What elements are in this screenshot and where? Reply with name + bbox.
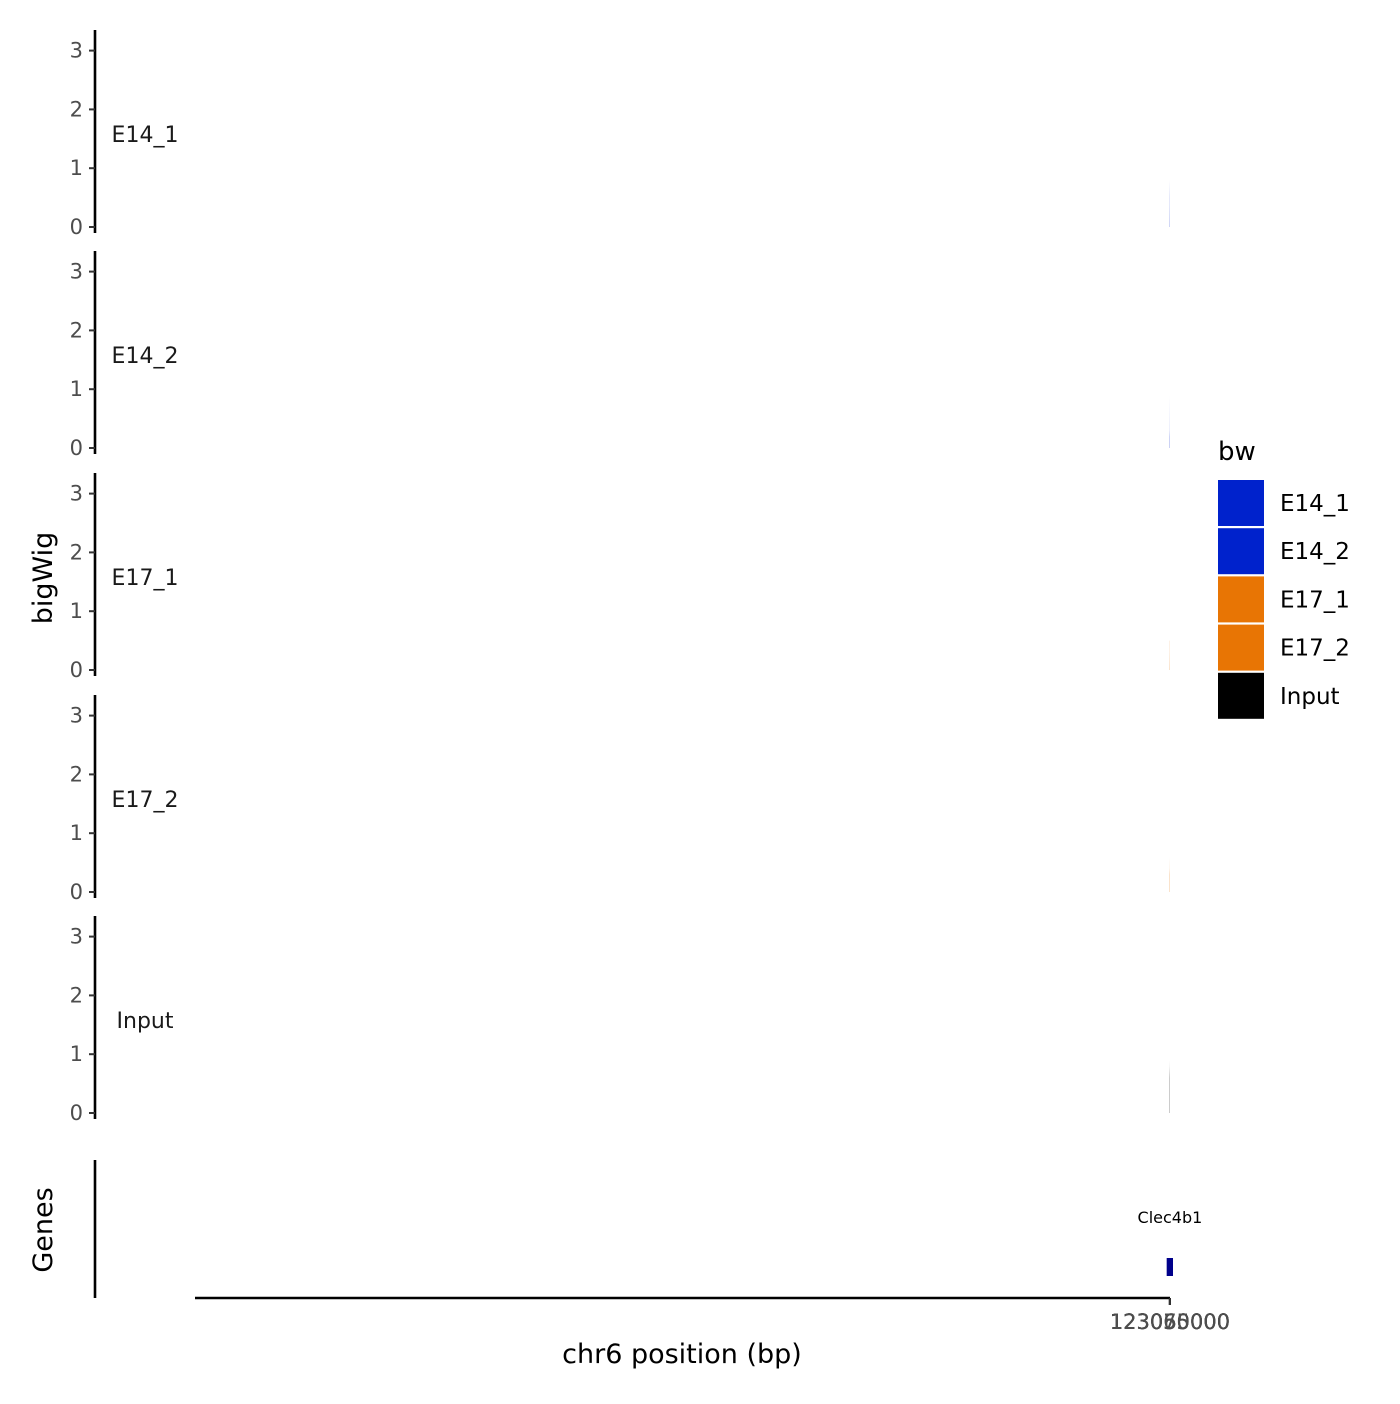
track-e17-2: 0 1 2 3 E17_2 [70,695,1170,904]
legend-title: bw [1218,437,1256,467]
y-tick-label: 0 [70,436,83,460]
y-tick-label: 1 [70,377,83,401]
gene-track: Clec4b1 [95,1160,1202,1298]
legend-label: E14_1 [1280,491,1350,517]
x-axis: 1230500001230550001230600001230650001230… [195,1298,1230,1334]
legend-swatch [1218,673,1264,719]
legend-swatch [1218,576,1264,622]
legend-label: E17_1 [1280,587,1350,613]
y-tick-label: 2 [70,97,83,121]
x-axis-title: chr6 position (bp) [562,1339,802,1370]
y-tick-label: 2 [70,762,83,786]
y-tick-label: 1 [70,821,83,845]
track-label: E17_2 [112,788,179,813]
legend-label: E17_2 [1280,636,1350,662]
gene-clec4b1: Clec4b1 [1138,1208,1203,1276]
y-axis-title-bigwig: bigWig [28,532,59,625]
y-tick-label: 2 [70,318,83,342]
track-e14-2: 0 1 2 3 E14_2 [70,251,1170,460]
y-tick-label: 1 [70,1042,83,1066]
y-tick-label: 0 [70,215,83,239]
track-e17-1: 0 1 2 3 E17_1 [70,473,1170,682]
track-label: Input [117,1009,174,1034]
legend-swatch [1218,625,1264,671]
track-label: E14_1 [112,123,179,148]
y-tick-label: 3 [70,704,83,728]
track-e14-1: 0 1 2 3 E14_1 [70,30,1170,239]
y-tick-label: 3 [70,925,83,949]
track-input: 0 1 2 3 Input [70,916,1170,1125]
legend-label: E14_2 [1280,539,1350,565]
track-label: E14_2 [112,344,179,369]
y-tick-label: 1 [70,156,83,180]
y-tick-label: 1 [70,599,83,623]
y-tick-label: 0 [70,658,83,682]
legend-swatch [1218,528,1264,574]
exon [1167,1258,1173,1276]
y-tick-label: 2 [70,540,83,564]
x-tick-label: 123070000 [1110,1310,1230,1334]
y-tick-label: 3 [70,39,83,63]
y-tick-label: 3 [70,482,83,506]
y-tick-label: 0 [70,1101,83,1125]
legend-label: Input [1280,684,1340,710]
gene-label: Clec4b1 [1138,1208,1203,1227]
track-label: E17_1 [112,566,179,591]
legend-swatch [1218,480,1264,526]
y-tick-label: 3 [70,260,83,284]
legend: bw E14_1 E14_2 E17_1 E17_2 Input [1218,437,1350,719]
signal-tracks: 0 1 2 3 E14_1 0 1 2 3 E14_2 0 1 2 3 E17_1 0 1 2 3 E17_2 0 1 2 3… [70,30,1170,1125]
y-axis-title-genes: Genes [28,1187,59,1272]
y-tick-label: 0 [70,880,83,904]
y-tick-label: 2 [70,983,83,1007]
